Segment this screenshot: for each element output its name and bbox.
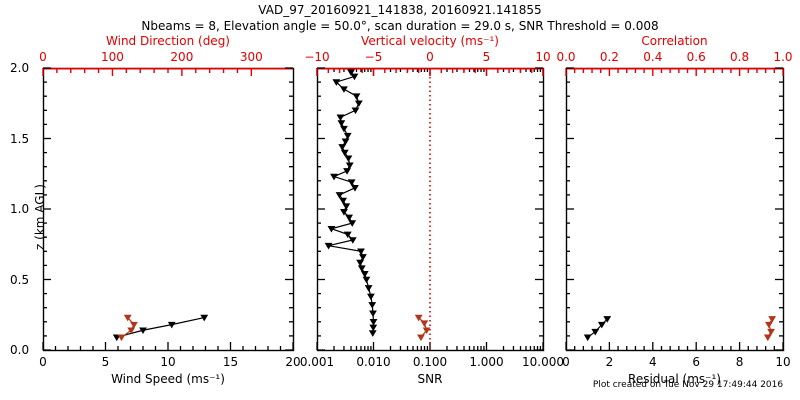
bottom-tick-label: 1.000	[469, 355, 504, 369]
panel-snr-frame	[316, 67, 545, 352]
top-tick-label: 0.4	[643, 50, 663, 64]
top-tick-label: 5	[482, 50, 491, 64]
snr-profile	[324, 69, 378, 337]
panel-wind-bottom-axis-label: Wind Speed (ms⁻¹)	[111, 372, 225, 386]
bottom-tick-label: 0.100	[412, 355, 448, 369]
panel-residual-top-axis-label: Correlation	[641, 34, 708, 48]
vertical-velocity-profile	[414, 314, 431, 342]
y-tick-label: 2.0	[10, 61, 30, 75]
panel-residual-frame	[565, 67, 785, 352]
residual-profile	[583, 316, 612, 342]
bottom-tick-label: 10	[160, 355, 176, 369]
correlation-profile	[763, 316, 777, 342]
wind-direction-profile	[117, 314, 138, 342]
y-tick-label: 1.5	[10, 131, 30, 146]
top-tick-label: 0.0	[556, 50, 576, 64]
bottom-tick-label: 2	[605, 355, 614, 369]
wind-speed-profile	[112, 314, 209, 342]
bottom-tick-label: 10.000	[522, 355, 564, 369]
top-tick-label: 100	[100, 50, 124, 64]
figure-title: VAD_97_20160921_141838, 20160921.141855	[258, 3, 542, 17]
bottom-tick-label: 0	[39, 355, 47, 369]
y-tick-label: 0.0	[10, 343, 30, 357]
bottom-tick-label: 15	[222, 355, 239, 369]
panel-snr-bottom-axis-label: SNR	[417, 372, 443, 386]
top-tick-label: −10	[304, 50, 330, 64]
figure-subtitle: Nbeams = 8, Elevation angle = 50.0°, sca…	[141, 19, 659, 33]
y-tick-label: 1.0	[10, 202, 30, 216]
top-tick-label: 0.8	[730, 50, 750, 64]
panel-wind-top-axis-label: Wind Direction (deg)	[106, 34, 230, 48]
top-tick-label: 0	[39, 50, 47, 64]
top-tick-label: 200	[170, 50, 194, 64]
bottom-tick-label: 8	[735, 355, 744, 369]
bottom-tick-label: 6	[692, 355, 701, 369]
panel-residual-bottom-axis-label: Residual (ms⁻¹)	[628, 372, 721, 386]
panel-snr-top-axis-label: Vertical velocity (ms⁻¹)	[361, 34, 499, 48]
top-tick-label: 10	[535, 50, 551, 64]
bottom-tick-label: 0.010	[356, 355, 391, 369]
top-tick-label: 0.6	[686, 50, 706, 64]
figure-footer: Plot created on Tue Nov 29 17:49:44 2016	[592, 380, 784, 390]
bottom-tick-label: 0.001	[299, 355, 335, 369]
bottom-tick-label: 20	[285, 355, 301, 369]
bottom-tick-label: 10	[775, 355, 791, 369]
bottom-tick-label: 4	[648, 355, 657, 369]
panel-wind-frame	[42, 67, 295, 352]
bottom-tick-label: 0	[562, 355, 570, 369]
top-tick-label: 300	[239, 50, 263, 64]
top-tick-label: −5	[364, 50, 383, 64]
top-tick-label: 1.0	[773, 50, 793, 64]
top-tick-label: 0	[426, 50, 434, 64]
bottom-tick-label: 5	[101, 355, 110, 369]
top-tick-label: 0.2	[599, 50, 619, 64]
y-tick-label: 0.5	[10, 272, 30, 287]
